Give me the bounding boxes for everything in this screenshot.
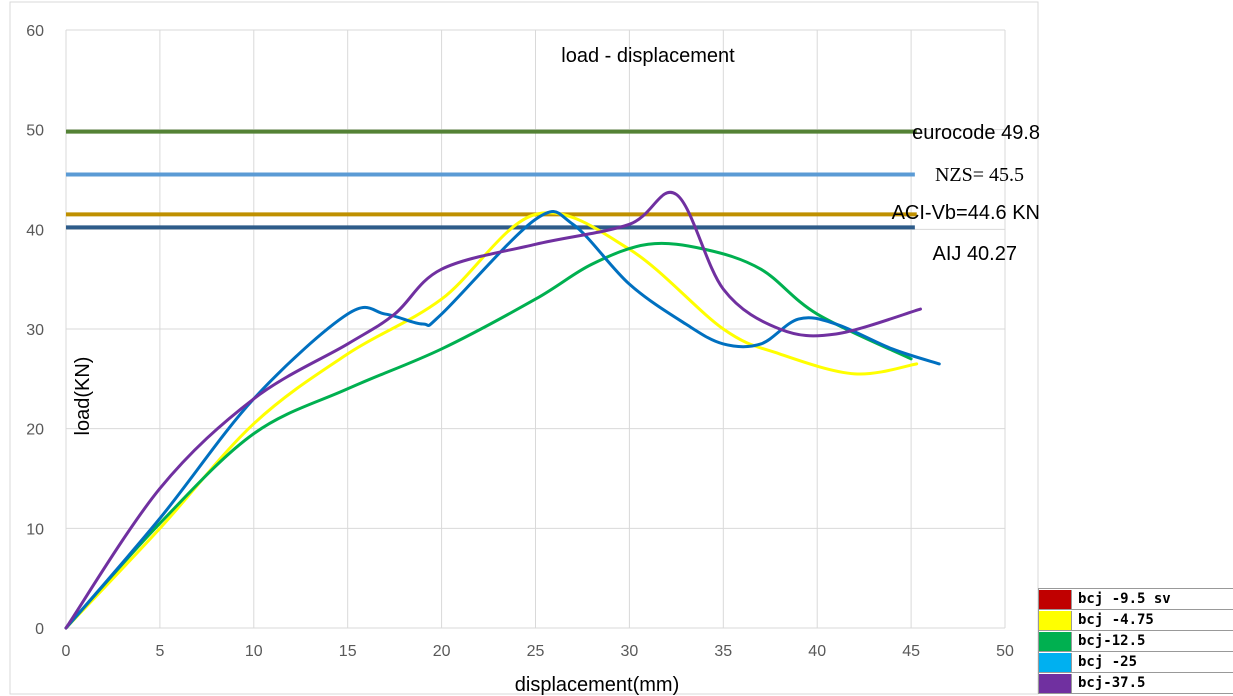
chart-svg: 0 5 10 15 20 25 30 35 40 45 50 0 10 20 30 40 50 60 load … xyxy=(9,1,1040,696)
legend-swatch xyxy=(1039,631,1072,651)
x-tick-label: 5 xyxy=(155,643,164,660)
legend-swatch xyxy=(1039,673,1072,693)
annotation-nzs: NZS= 45.5 xyxy=(935,164,1024,186)
annotation-eurocode: eurocode 49.8 xyxy=(912,122,1040,144)
legend-item: bcj -9.5 sv xyxy=(1039,589,1233,609)
legend-swatch xyxy=(1039,652,1072,672)
legend-label: bcj -4.75 xyxy=(1078,612,1154,628)
chart-title: load - displacement xyxy=(561,45,735,67)
x-tick-label: 40 xyxy=(808,643,826,660)
x-tick-label: 35 xyxy=(714,643,732,660)
y-tick-label: 10 xyxy=(26,521,44,538)
annotation-aij: AIJ 40.27 xyxy=(932,243,1017,265)
annotation-aci: ACI-Vb=44.6 KN xyxy=(892,202,1040,224)
y-tick-label: 20 xyxy=(26,422,44,439)
legend-label: bcj-12.5 xyxy=(1078,633,1146,649)
series-line xyxy=(64,241,913,630)
y-axis-title: load(KN) xyxy=(72,357,94,436)
x-tick-label: 25 xyxy=(527,643,545,660)
x-tick-label: 0 xyxy=(62,643,71,660)
legend-label: bcj -9.5 sv xyxy=(1078,591,1171,607)
y-tick-label: 60 xyxy=(26,23,44,40)
legend: bcj -9.5 sv bcj -4.75 bcj-12.5 bcj -25 b… xyxy=(1038,588,1233,694)
legend-item: bcj-12.5 xyxy=(1039,630,1233,651)
y-tick-label: 30 xyxy=(26,322,44,339)
x-tick-label: 10 xyxy=(245,643,263,660)
series-line xyxy=(64,190,922,630)
legend-swatch xyxy=(1039,589,1072,609)
y-tick-label: 50 xyxy=(26,123,44,140)
x-tick-label: 45 xyxy=(902,643,920,660)
reference-lines xyxy=(66,129,917,230)
x-axis-title: displacement(mm) xyxy=(515,674,679,696)
y-tick-labels: 0 10 20 30 40 50 60 xyxy=(26,23,44,638)
chart-border xyxy=(9,1,1039,695)
x-tick-label: 15 xyxy=(339,643,357,660)
x-tick-labels: 0 5 10 15 20 25 30 35 40 45 50 xyxy=(62,643,1014,660)
legend-item: bcj-37.5 xyxy=(1039,672,1233,693)
legend-item: bcj -25 xyxy=(1039,651,1233,672)
legend-item: bcj -4.75 xyxy=(1039,609,1233,630)
legend-label: bcj-37.5 xyxy=(1078,675,1146,691)
y-tick-label: 40 xyxy=(26,222,44,239)
y-tick-label: 0 xyxy=(35,621,44,638)
legend-swatch xyxy=(1039,610,1072,630)
x-tick-label: 20 xyxy=(433,643,451,660)
legend-label: bcj -25 xyxy=(1078,654,1138,670)
x-tick-label: 30 xyxy=(621,643,639,660)
series-lines xyxy=(64,190,941,630)
x-tick-label: 50 xyxy=(996,643,1014,660)
